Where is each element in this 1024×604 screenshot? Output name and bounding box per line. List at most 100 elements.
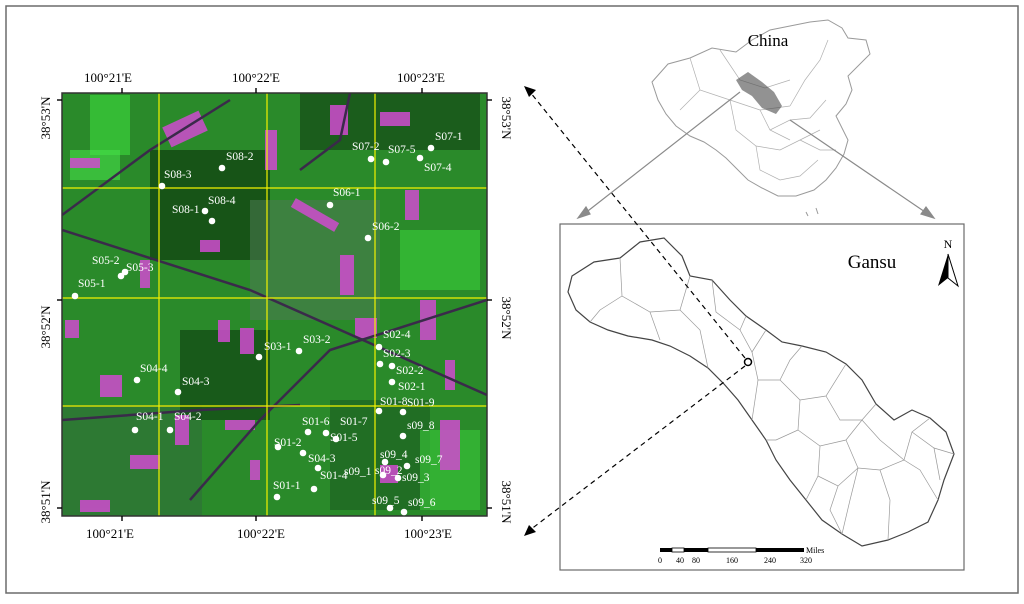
lat-label-left-3: 38°51'N bbox=[38, 480, 53, 524]
lon-label-top-1: 100°21'E bbox=[84, 70, 132, 85]
sample-point bbox=[201, 207, 209, 215]
sample-label: S01-1 bbox=[273, 480, 301, 492]
sample-point bbox=[400, 508, 408, 516]
scale-tick-160: 160 bbox=[726, 556, 738, 565]
sample-label: S06-1 bbox=[333, 187, 361, 199]
sample-point bbox=[403, 462, 411, 470]
sample-point bbox=[314, 464, 322, 472]
sample-point bbox=[304, 428, 312, 436]
lon-label-top-3: 100°23'E bbox=[397, 70, 445, 85]
sample-point bbox=[399, 432, 407, 440]
satellite-map-border bbox=[61, 92, 488, 517]
study-area-marker bbox=[743, 357, 753, 367]
lon-label-bottom-2: 100°22'E bbox=[237, 526, 285, 541]
lon-label-bottom-1: 100°21'E bbox=[86, 526, 134, 541]
lat-label-right-1: 38°53'N bbox=[499, 97, 514, 141]
sample-point bbox=[121, 268, 129, 276]
sample-label: S01-9 bbox=[407, 397, 435, 409]
sample-label: s09_5 bbox=[372, 495, 400, 507]
dashed-arrowhead-top bbox=[524, 86, 536, 97]
satellite-map: 100°21'E 100°22'E 100°23'E 100°21'E 100°… bbox=[38, 70, 514, 541]
lat-label-right-3: 38°51'N bbox=[499, 481, 514, 525]
sample-label: S02-2 bbox=[396, 365, 424, 377]
sample-point bbox=[382, 158, 390, 166]
sample-label: s09_7 bbox=[415, 454, 443, 466]
sample-label: S01-6 bbox=[302, 416, 330, 428]
sample-point bbox=[174, 388, 182, 396]
scale-tick-320: 320 bbox=[800, 556, 812, 565]
sample-label: S04-2 bbox=[174, 411, 202, 423]
lat-label-left-2: 38°52'N bbox=[38, 305, 53, 349]
sample-label: s09_8 bbox=[407, 420, 435, 432]
lon-label-top-2: 100°22'E bbox=[232, 70, 280, 85]
sample-label: s09_2 bbox=[375, 465, 403, 477]
lat-label-left-1: 38°53'N bbox=[38, 96, 53, 140]
sample-point bbox=[295, 347, 303, 355]
sample-point bbox=[386, 504, 394, 512]
sample-label: S03-2 bbox=[303, 334, 331, 346]
china-map: China bbox=[651, 19, 871, 217]
sample-label: S08-2 bbox=[226, 151, 254, 163]
scale-tick-80: 80 bbox=[692, 556, 700, 565]
sample-point bbox=[399, 408, 407, 416]
scale-tick-0: 0 bbox=[658, 556, 662, 565]
dashed-arrowhead-bottom bbox=[524, 525, 536, 536]
sample-label: S05-3 bbox=[126, 262, 154, 274]
satellite-texture bbox=[62, 93, 487, 516]
sample-label: S02-3 bbox=[383, 348, 411, 360]
sample-label: s09_6 bbox=[408, 497, 436, 509]
scale-bar: Miles 0 40 80 160 240 320 bbox=[658, 546, 824, 565]
sample-point bbox=[158, 182, 166, 190]
china-label: China bbox=[748, 31, 789, 50]
china-outline bbox=[651, 19, 871, 197]
sample-point bbox=[255, 353, 263, 361]
sample-label: S07-1 bbox=[435, 131, 463, 143]
sample-point bbox=[375, 407, 383, 415]
sample-point bbox=[273, 493, 281, 501]
sample-point bbox=[133, 376, 141, 384]
china-islands bbox=[805, 207, 819, 217]
sample-label: S02-1 bbox=[398, 381, 426, 393]
sample-point bbox=[379, 471, 387, 479]
sample-label: S08-4 bbox=[208, 195, 236, 207]
sample-point bbox=[367, 155, 375, 163]
scale-tick-240: 240 bbox=[764, 556, 776, 565]
tick-marks bbox=[57, 88, 492, 521]
sample-point bbox=[166, 426, 174, 434]
north-arrow-icon: N bbox=[938, 237, 959, 288]
sample-point bbox=[332, 435, 340, 443]
sample-label: S04-3 bbox=[182, 376, 210, 388]
sample-label: S06-2 bbox=[372, 221, 400, 233]
sample-label: S02-4 bbox=[383, 329, 411, 341]
lon-label-bottom-3: 100°23'E bbox=[404, 526, 452, 541]
sample-point bbox=[131, 426, 139, 434]
sample-point bbox=[71, 292, 79, 300]
sample-label: S01-7 bbox=[340, 416, 368, 428]
sample-point bbox=[381, 458, 389, 466]
sample-label: S01-2 bbox=[274, 437, 302, 449]
sample-point bbox=[375, 343, 383, 351]
zoom-arrows bbox=[576, 91, 936, 220]
sample-label: S05-2 bbox=[92, 255, 120, 267]
sample-label: S01-4 bbox=[320, 470, 348, 482]
sample-point bbox=[299, 449, 307, 457]
sample-point bbox=[427, 144, 435, 152]
sample-label: S08-3 bbox=[164, 169, 192, 181]
lat-label-right-2: 38°52'N bbox=[499, 297, 514, 341]
sample-label: S01-8 bbox=[380, 396, 408, 408]
gansu-map: Gansu N Miles 0 40 80 160 240 320 bbox=[559, 223, 965, 571]
sample-point bbox=[310, 485, 318, 493]
coordinate-grid bbox=[62, 93, 487, 516]
sample-point bbox=[376, 360, 384, 368]
sample-point bbox=[117, 272, 125, 280]
north-label: N bbox=[944, 237, 953, 251]
sample-point bbox=[326, 201, 334, 209]
sample-point bbox=[274, 443, 282, 451]
sample-label: S04-3 bbox=[308, 453, 336, 465]
sample-label: s09_4 bbox=[380, 449, 408, 461]
scale-unit: Miles bbox=[806, 546, 824, 555]
sample-label: S07-5 bbox=[388, 144, 416, 156]
sample-label: S05-1 bbox=[78, 278, 106, 290]
